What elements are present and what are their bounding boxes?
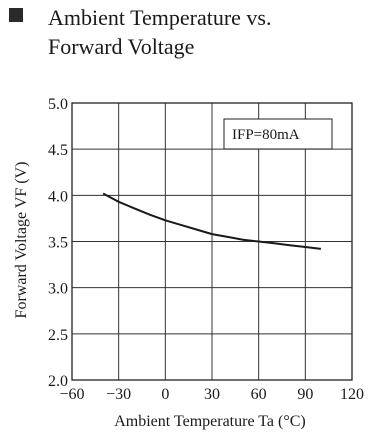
annotation-box: IFP=80mA [223,118,333,150]
chart-title-line2: Forward Voltage [48,34,194,59]
y-tick-label: 4.0 [48,188,68,205]
y-tick-label: 2.5 [48,327,68,344]
x-tick-label: −30 [106,386,131,403]
y-tick-label: 2.0 [48,373,68,390]
chart-title-line1: Ambient Temperature vs. [48,5,272,30]
x-tick-label: −60 [59,386,84,403]
series-line [102,192,322,250]
x-tick-label: 90 [297,386,313,403]
y-tick-label: 3.5 [48,235,68,252]
x-tick-label: 60 [251,386,267,403]
y-axis-label: Forward Voltage VF (V) [13,162,30,319]
y-tick-label: 3.0 [48,281,68,298]
x-axis-label: Ambient Temperature Ta (°C) [114,413,306,430]
x-tick-label: 0 [161,386,169,403]
plot-frame [71,102,353,381]
y-tick-label: 5.0 [48,96,68,113]
annotation-label: IFP=80mA [232,127,300,143]
x-tick-label: 30 [204,386,220,403]
title-bullet [9,8,23,22]
x-tick-label: 120 [340,386,364,403]
y-tick-label: 4.5 [48,142,68,159]
y-tick-labels: 2.0 2.5 3.0 3.5 4.0 4.5 5.0 [48,96,68,390]
x-tick-labels: −60 −30 0 30 60 90 120 [59,386,364,403]
